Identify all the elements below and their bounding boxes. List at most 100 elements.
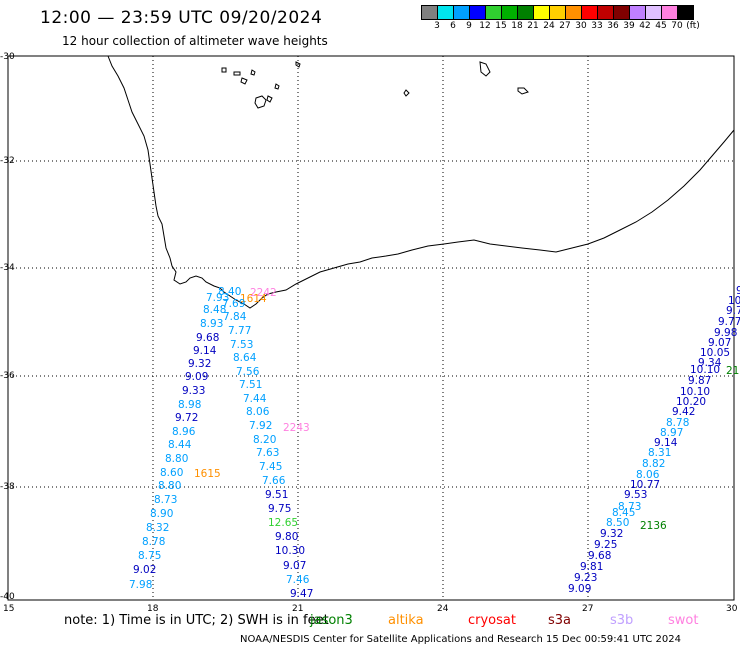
wave-height-value: 9.80 bbox=[275, 531, 298, 543]
wave-height-value: 9.32 bbox=[600, 528, 623, 540]
wave-height-value: 7.56 bbox=[236, 366, 260, 378]
pass-number-label: 1614 bbox=[240, 293, 267, 305]
color-legend bbox=[421, 5, 694, 20]
wave-height-value: 8.80 bbox=[165, 453, 188, 465]
wave-height-value: 10.77 bbox=[630, 479, 660, 491]
x-tick-label: 15 bbox=[3, 604, 15, 614]
wave-height-value: 10.20 bbox=[676, 396, 706, 408]
page-title: 12:00 — 23:59 UTC 09/20/2024 bbox=[40, 8, 323, 28]
legend-label: 3 bbox=[434, 21, 440, 31]
wave-height-value: 10 bbox=[728, 295, 740, 307]
legend-label: 9 bbox=[466, 21, 472, 31]
wave-height-value: 9.09 bbox=[568, 583, 591, 595]
wave-height-value: 8.44 bbox=[168, 439, 192, 451]
wave-height-value: 8.78 bbox=[142, 536, 165, 548]
wave-height-value: 8.93 bbox=[200, 318, 223, 330]
wave-height-value: 9.42 bbox=[672, 406, 695, 418]
legend-label: 39 bbox=[623, 21, 635, 31]
wave-height-value: 9.68 bbox=[588, 550, 611, 562]
y-tick-label: -34 bbox=[0, 263, 15, 273]
wave-height-value: 7.69 bbox=[222, 298, 245, 310]
wave-height-value: 9.72 bbox=[175, 412, 198, 424]
y-tick-label: -40 bbox=[0, 592, 15, 602]
wave-height-value: 10.30 bbox=[275, 545, 305, 557]
x-tick-label: 24 bbox=[437, 604, 449, 614]
wave-height-value: 9.47 bbox=[290, 588, 313, 600]
legend-label: 36 bbox=[607, 21, 619, 31]
x-tick-label: 18 bbox=[147, 604, 159, 614]
wave-height-value: 8.06 bbox=[246, 406, 270, 418]
wave-height-value: 9.14 bbox=[193, 345, 217, 357]
wave-height-value: 10.10 bbox=[690, 364, 720, 376]
wave-height-value: 7.45 bbox=[259, 461, 282, 473]
wave-height-value: 8.98 bbox=[178, 399, 201, 411]
wave-height-value: 8.50 bbox=[606, 517, 629, 529]
wave-height-value: 8.45 bbox=[612, 507, 635, 519]
wave-height-value: 7.63 bbox=[256, 447, 279, 459]
wave-height-value: 9.77 bbox=[718, 316, 740, 328]
satellite-s3b: s3b bbox=[610, 613, 634, 628]
legend-label: 30 bbox=[575, 21, 587, 31]
legend-label: 27 bbox=[559, 21, 571, 31]
wave-height-value: 9.7 bbox=[726, 305, 740, 317]
legend-label: 12 bbox=[479, 21, 491, 31]
legend-label: 18 bbox=[511, 21, 523, 31]
satellite-jason3: jason3 bbox=[310, 613, 353, 628]
wave-height-value: 7.92 bbox=[249, 420, 272, 432]
wave-height-value: 9.34 bbox=[698, 357, 722, 369]
x-tick-label: 30 bbox=[726, 604, 738, 614]
islands bbox=[221, 61, 529, 109]
wave-height-value: 8.96 bbox=[172, 426, 196, 438]
wave-height-value: 9.81 bbox=[580, 561, 603, 573]
wave-height-value: 10.05 bbox=[700, 347, 730, 359]
wave-height-value: 8.64 bbox=[233, 352, 257, 364]
wave-height-value: 7.84 bbox=[223, 311, 247, 323]
wave-height-value: 7.46 bbox=[286, 574, 310, 586]
wave-height-value: 9.68 bbox=[196, 332, 219, 344]
wave-height-value: 9.23 bbox=[574, 572, 597, 584]
legend-label: 6 bbox=[450, 21, 456, 31]
grid bbox=[8, 56, 734, 600]
y-tick-label: -30 bbox=[0, 52, 15, 62]
wave-height-value: 10.10 bbox=[680, 386, 710, 398]
page-subtitle: 12 hour collection of altimeter wave hei… bbox=[62, 34, 328, 48]
legend-label: 42 bbox=[639, 21, 651, 31]
wave-height-value: 8.73 bbox=[154, 494, 177, 506]
satellite-swot: swot bbox=[668, 613, 699, 628]
wave-height-value: 7.77 bbox=[228, 325, 251, 337]
wave-height-value: 9.07 bbox=[283, 560, 306, 572]
wave-height-value: 7.66 bbox=[262, 475, 286, 487]
wave-height-value: 9.87 bbox=[688, 375, 711, 387]
legend-label: 70 bbox=[671, 21, 683, 31]
x-tick-label: 21 bbox=[292, 604, 304, 614]
wave-height-value: 8.90 bbox=[150, 508, 173, 520]
y-tick-label: -32 bbox=[0, 156, 15, 166]
wave-height-value: 9.75 bbox=[268, 503, 291, 515]
legend-label: (ft) bbox=[686, 21, 700, 31]
wave-height-value: 8.06 bbox=[636, 469, 660, 481]
wave-height-value: 9.32 bbox=[188, 358, 211, 370]
legend-label: 21 bbox=[527, 21, 539, 31]
pass-number-label: 2136 bbox=[640, 520, 667, 532]
wave-height-value: 7.98 bbox=[129, 579, 152, 591]
pass-number-label: 1615 bbox=[194, 468, 221, 480]
wave-height-value: 8.97 bbox=[660, 427, 683, 439]
wave-height-value: 8.48 bbox=[203, 304, 226, 316]
legend-label: 33 bbox=[591, 21, 603, 31]
legend-label: 15 bbox=[495, 21, 507, 31]
wave-height-value: 9.14 bbox=[654, 437, 678, 449]
legend-swatch bbox=[677, 5, 694, 20]
wave-height-value: 8.40 bbox=[218, 286, 241, 298]
wave-height-value: 8.31 bbox=[648, 447, 671, 459]
map-frame bbox=[7, 55, 735, 601]
y-tick-label: -38 bbox=[0, 482, 15, 492]
wave-height-value: 9.51 bbox=[265, 489, 288, 501]
satellite-cryosat: cryosat bbox=[468, 613, 516, 628]
wave-height-value: 12.65 bbox=[268, 517, 298, 529]
wave-height-value: 9.33 bbox=[182, 385, 205, 397]
wave-height-value: 9.02 bbox=[133, 564, 156, 576]
wave-height-value: 8.82 bbox=[642, 458, 665, 470]
legend-label: 45 bbox=[655, 21, 667, 31]
